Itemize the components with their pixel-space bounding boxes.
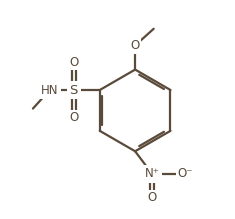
Text: O: O	[147, 191, 157, 204]
Text: O: O	[69, 111, 78, 124]
Text: HN: HN	[41, 83, 59, 97]
Text: O: O	[69, 56, 78, 69]
Text: O⁻: O⁻	[178, 167, 193, 180]
Text: N⁺: N⁺	[144, 167, 159, 180]
Text: S: S	[70, 83, 78, 97]
Text: O: O	[130, 39, 140, 52]
